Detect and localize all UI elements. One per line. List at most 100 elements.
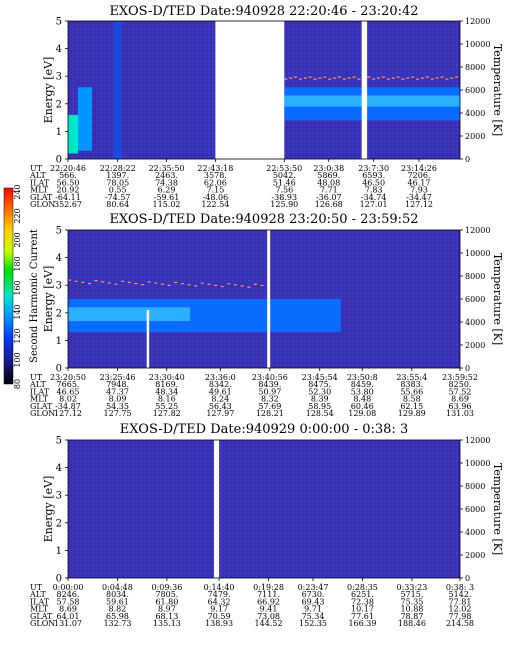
temperature-point <box>81 281 85 283</box>
row-value: 73.08 <box>257 612 280 621</box>
row-value: 59.61 <box>106 597 129 606</box>
row-value: 5715. <box>400 590 423 599</box>
row-value: -64.11 <box>55 193 81 202</box>
colorbar-tick-label: 160 <box>13 280 22 295</box>
y2-tick-label: 2000 <box>465 551 485 560</box>
y-tick-label: 4 <box>56 463 62 474</box>
row-value: 166.39 <box>348 619 376 628</box>
row-value: -48.06 <box>203 193 229 202</box>
row-value: 23:59:52 <box>442 373 478 382</box>
row-value: 0:19:28 <box>253 583 284 592</box>
row-value: 56.50 <box>57 178 80 187</box>
temperature-point <box>214 284 218 286</box>
colorbar: 240 220 200 180 160 140 120 100 80 Second Harmon… <box>3 184 40 389</box>
row-value: 127.82 <box>153 409 181 418</box>
temperature-point <box>313 78 317 80</box>
row-label: GLAT <box>30 612 53 621</box>
temperature-point <box>194 285 198 287</box>
row-value: 8342. <box>209 380 232 389</box>
row-value: 23:40:56 <box>252 373 288 382</box>
temperature-point <box>352 76 356 78</box>
row-value: 57.69 <box>258 402 281 411</box>
row-value: 8.69 <box>59 605 77 614</box>
row-value: 7.93 <box>410 186 428 195</box>
temperature-point <box>114 283 118 285</box>
row-value: 352.67 <box>54 200 82 209</box>
row-value: -38.93 <box>271 193 297 202</box>
row-value: 8.24 <box>211 395 229 404</box>
row-value: 8459. <box>351 380 374 389</box>
row-value: 5869. <box>317 171 340 180</box>
row-value: 55.25 <box>155 402 178 411</box>
colorbar-tick-label: 80 <box>13 379 22 389</box>
row-value: 5142. <box>449 590 472 599</box>
temperature-point <box>435 77 439 79</box>
row-value: 0:23:47 <box>298 583 329 592</box>
row-value: 6593. <box>362 171 385 180</box>
colorbar-tick-label: 120 <box>13 328 22 343</box>
row-value: 74.38 <box>155 178 178 187</box>
temperature-point <box>298 78 302 80</box>
row-value: 125.90 <box>270 200 298 209</box>
temperature-point <box>416 78 420 80</box>
temperature-point <box>220 285 224 288</box>
y-tick-label: 0 <box>56 574 62 585</box>
y-tick-label: 2 <box>56 518 62 529</box>
y-tick-label: 3 <box>56 491 62 502</box>
row-value: 7.71 <box>320 186 338 195</box>
y2-tick-label: 10000 <box>465 40 490 49</box>
row-value: 8.48 <box>353 395 371 404</box>
row-value: 75.35 <box>400 597 423 606</box>
row-value: 152.35 <box>299 619 327 628</box>
row-value: 23:30:40 <box>149 373 185 382</box>
temperature-point <box>68 279 71 281</box>
row-value: 128.21 <box>256 409 284 418</box>
row-value: 1397. <box>106 171 129 180</box>
row-value: 66.92 <box>257 597 280 606</box>
row-value: 62.06 <box>204 178 227 187</box>
row-value: 46.17 <box>408 178 431 187</box>
row-value: 78.87 <box>400 612 423 621</box>
row-value: 22:35:50 <box>149 164 185 173</box>
temperature-point <box>187 284 191 286</box>
y2-tick-label: 12000 <box>465 226 490 235</box>
row-value: 5042. <box>273 171 296 180</box>
y-tick-label: 2 <box>56 308 62 319</box>
row-value: 214.58 <box>446 619 474 628</box>
temperature-point <box>440 76 444 78</box>
colorbar-label: Second Harmonic Current <box>29 229 40 363</box>
row-value: 63.96 <box>449 402 472 411</box>
row-value: 20.92 <box>57 186 80 195</box>
y2-tick-label: 8000 <box>465 272 485 281</box>
y2-tick-label: 8000 <box>465 63 485 72</box>
row-value: 7.83 <box>365 186 383 195</box>
data-gap <box>213 439 220 579</box>
temperature-point <box>323 76 327 78</box>
row-value: 566. <box>59 171 77 180</box>
row-label: UT <box>30 583 43 592</box>
row-value: 47.37 <box>106 387 129 396</box>
spectrogram-band <box>78 87 92 151</box>
y2-tick-label: 8000 <box>465 482 485 491</box>
y2-tick-label: 4000 <box>465 109 485 118</box>
spectrogram-spike <box>146 310 150 368</box>
y2-tick-label: 12000 <box>465 17 490 26</box>
row-value: 23:55:4 <box>396 373 427 382</box>
row-label: ALT <box>29 380 46 389</box>
row-value: 54.35 <box>106 402 129 411</box>
row-value: 188.46 <box>398 619 426 628</box>
y2-axis-label: Temperature [K] <box>491 463 504 555</box>
row-value: 65.98 <box>106 612 129 621</box>
temperature-point <box>381 76 385 78</box>
row-value: 23:50:8 <box>347 373 378 382</box>
temperature-point <box>377 77 381 79</box>
y2-tick-label: 10000 <box>465 459 490 468</box>
temperature-point <box>420 77 424 79</box>
row-value: 126.68 <box>315 200 343 209</box>
row-label: ILAT <box>30 597 50 606</box>
row-value: 8034. <box>106 590 129 599</box>
row-value: 9.71 <box>304 605 322 614</box>
row-value: 52.30 <box>308 387 331 396</box>
row-value: 0:28:35 <box>347 583 378 592</box>
row-value: 6730. <box>302 590 325 599</box>
